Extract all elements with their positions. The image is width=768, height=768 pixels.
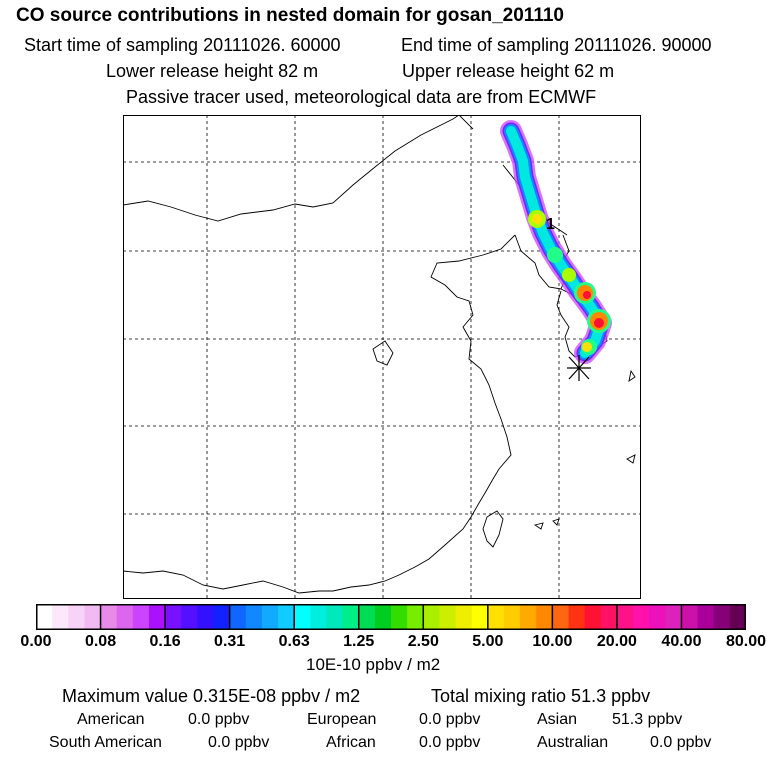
region-value: 51.3 ppbv [612,711,683,728]
plume-hotspot [594,318,604,328]
colorbar-tick-label: 0.63 [278,633,310,650]
plot-title: CO source contributions in nested domain… [16,5,564,26]
colorbar-swatch [310,604,328,630]
colorbar-swatch [665,604,683,630]
colorbar-tick-label: 80.00 [725,633,767,650]
colorbar-swatch [439,604,457,630]
colorbar-swatch [503,604,521,630]
colorbar-swatch [245,604,263,630]
colorbar-swatch [52,604,69,630]
colorbar-swatch [68,604,86,630]
colorbar-swatch [552,604,570,630]
region-value: 0.0 ppbv [419,711,481,728]
colorbar-swatch [358,604,376,630]
colorbar-swatch [487,604,505,630]
end-time-label: End time of sampling 20111026. 90000 [401,35,712,55]
colorbar-swatch [100,604,118,630]
maximum-value-label: Maximum value 0.315E-08 ppbv / m2 [62,686,361,706]
plume-hotspot [583,291,591,299]
colorbar-swatch [261,604,279,630]
colorbar-tick-label: 20.00 [596,633,637,650]
colorbar-swatch [116,604,134,630]
colorbar-swatch [407,604,424,630]
lower-release-label: Lower release height 82 m [106,61,319,81]
region-name: European [307,711,377,728]
colorbar-swatch [84,604,102,630]
colorbar-swatch [584,604,602,630]
region-value: 0.0 ppbv [208,734,270,751]
total-mixing-ratio-label: Total mixing ratio 51.3 ppbv [431,686,651,706]
region-name: Australian [537,734,609,751]
plume-hotspot [547,247,563,263]
region-name: African [326,734,376,751]
colorbar-swatch [520,604,537,630]
trajectory-label: 1 [546,216,555,233]
colorbar-swatch [294,604,311,630]
colorbar-swatch [391,604,408,630]
region-value: 0.0 ppbv [650,734,712,751]
colorbar-swatch [165,604,182,630]
colorbar-tick-label: 0.31 [214,633,246,650]
upper-release-label: Upper release height 62 m [402,61,615,81]
tracer-plume [500,120,612,364]
colorbar-tick-label: 40.00 [661,633,702,650]
colorbar-swatch [471,604,489,630]
colorbar-swatch [197,604,215,630]
colorbar-tick-label: 0.00 [20,633,52,650]
region-value: 0.0 ppbv [419,734,481,751]
colorbar-swatch [633,604,650,630]
colorbar-frame [36,604,746,630]
colorbar-tick-label: 1.25 [343,633,375,650]
start-time-label: Start time of sampling 20111026. 60000 [24,35,341,55]
colorbar-swatch [423,604,441,630]
colorbar-tick-label: 5.00 [472,633,504,650]
graticule [123,115,641,599]
colorbar-swatch [729,604,746,630]
region-name: Asian [537,711,578,728]
colorbar-swatch [568,604,586,630]
colorbar-tick-label: 10.00 [532,633,573,650]
colorbar-swatch [326,604,344,630]
colorbar-swatch [713,604,731,630]
map-panel: 1 [123,115,641,599]
colorbar-swatch [681,604,699,630]
plume-hotspot [582,342,592,352]
colorbar-tick-label: 0.08 [84,633,117,650]
colorbar [36,604,746,630]
colorbar-swatch [229,604,247,630]
colorbar-swatch [697,604,715,630]
region-name: South American [49,734,162,751]
colorbar-swatch [342,604,360,630]
colorbar-swatch [649,604,666,630]
map-frame [123,115,641,599]
plume-hotspot [532,214,542,224]
region-name: American [77,711,145,728]
colorbar-swatch [374,604,392,630]
colorbar-swatch [600,604,618,630]
receptor-marker [567,355,591,381]
colorbar-swatch [278,604,295,630]
colorbar-tick-label: 2.50 [407,633,439,650]
colorbar-swatch [455,604,473,630]
colorbar-units: 10E-10 ppbv / m2 [306,655,441,674]
colorbar-tick-label: 0.16 [149,633,181,650]
region-value: 0.0 ppbv [188,711,250,728]
plume-hotspot [562,268,576,282]
colorbar-swatch [616,604,634,630]
colorbar-swatch [36,604,53,630]
colorbar-swatch [181,604,198,630]
colorbar-swatch [132,604,150,630]
colorbar-swatch [213,604,231,630]
colorbar-swatch [148,604,166,630]
colorbar-swatch [536,604,553,630]
tracer-note: Passive tracer used, meteorological data… [126,87,597,107]
